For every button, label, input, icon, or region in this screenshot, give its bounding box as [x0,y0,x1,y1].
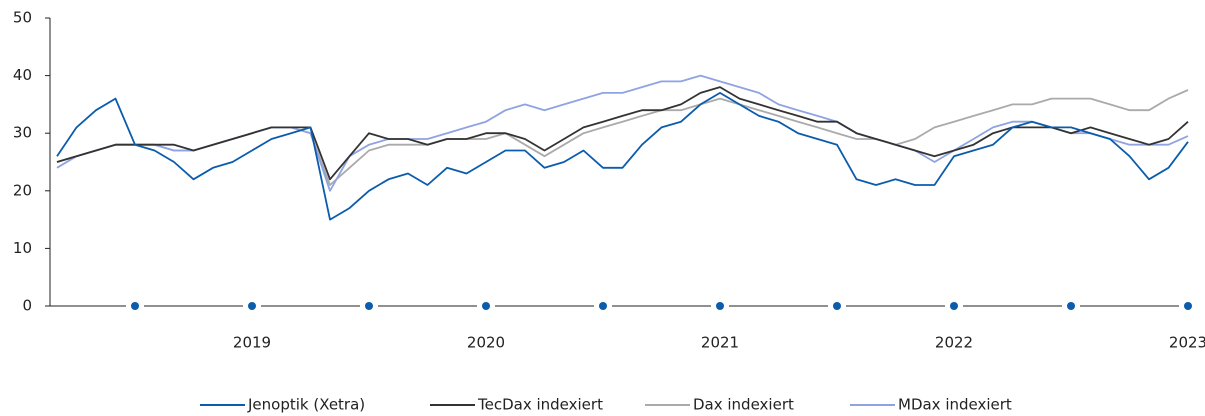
x-tick-dot [248,302,256,310]
legend-label: TecDax indexiert [477,396,603,414]
series-line [56,74,1189,192]
series-line [56,86,1189,181]
x-tick-label: 2023 [1169,334,1205,352]
legend-label: Jenoptik (Xetra) [247,396,365,414]
x-tick-dot [365,302,373,310]
legend-label: Dax indexiert [693,396,794,414]
x-tick-dot [950,302,958,310]
y-tick-label: 50 [13,9,32,27]
legend-label: MDax indexiert [898,396,1012,414]
x-tick-dot [1184,302,1192,310]
x-tick-dot [716,302,724,310]
x-tick-dot [131,302,139,310]
y-tick-label: 30 [13,124,32,142]
x-tick-label: 2019 [233,334,271,352]
x-tick-dot [599,302,607,310]
x-tick-label: 2021 [701,334,739,352]
x-tick-dot [833,302,841,310]
x-tick-dot [482,302,490,310]
x-tick-label: 2020 [467,334,505,352]
series-line [56,89,1189,186]
x-tick-dot [1067,302,1075,310]
y-tick-label: 20 [13,181,32,199]
y-tick-label: 10 [13,239,32,257]
series-line [56,92,1189,221]
x-tick-label: 2022 [935,334,973,352]
y-tick-label: 0 [22,297,32,315]
y-tick-label: 40 [13,66,32,84]
